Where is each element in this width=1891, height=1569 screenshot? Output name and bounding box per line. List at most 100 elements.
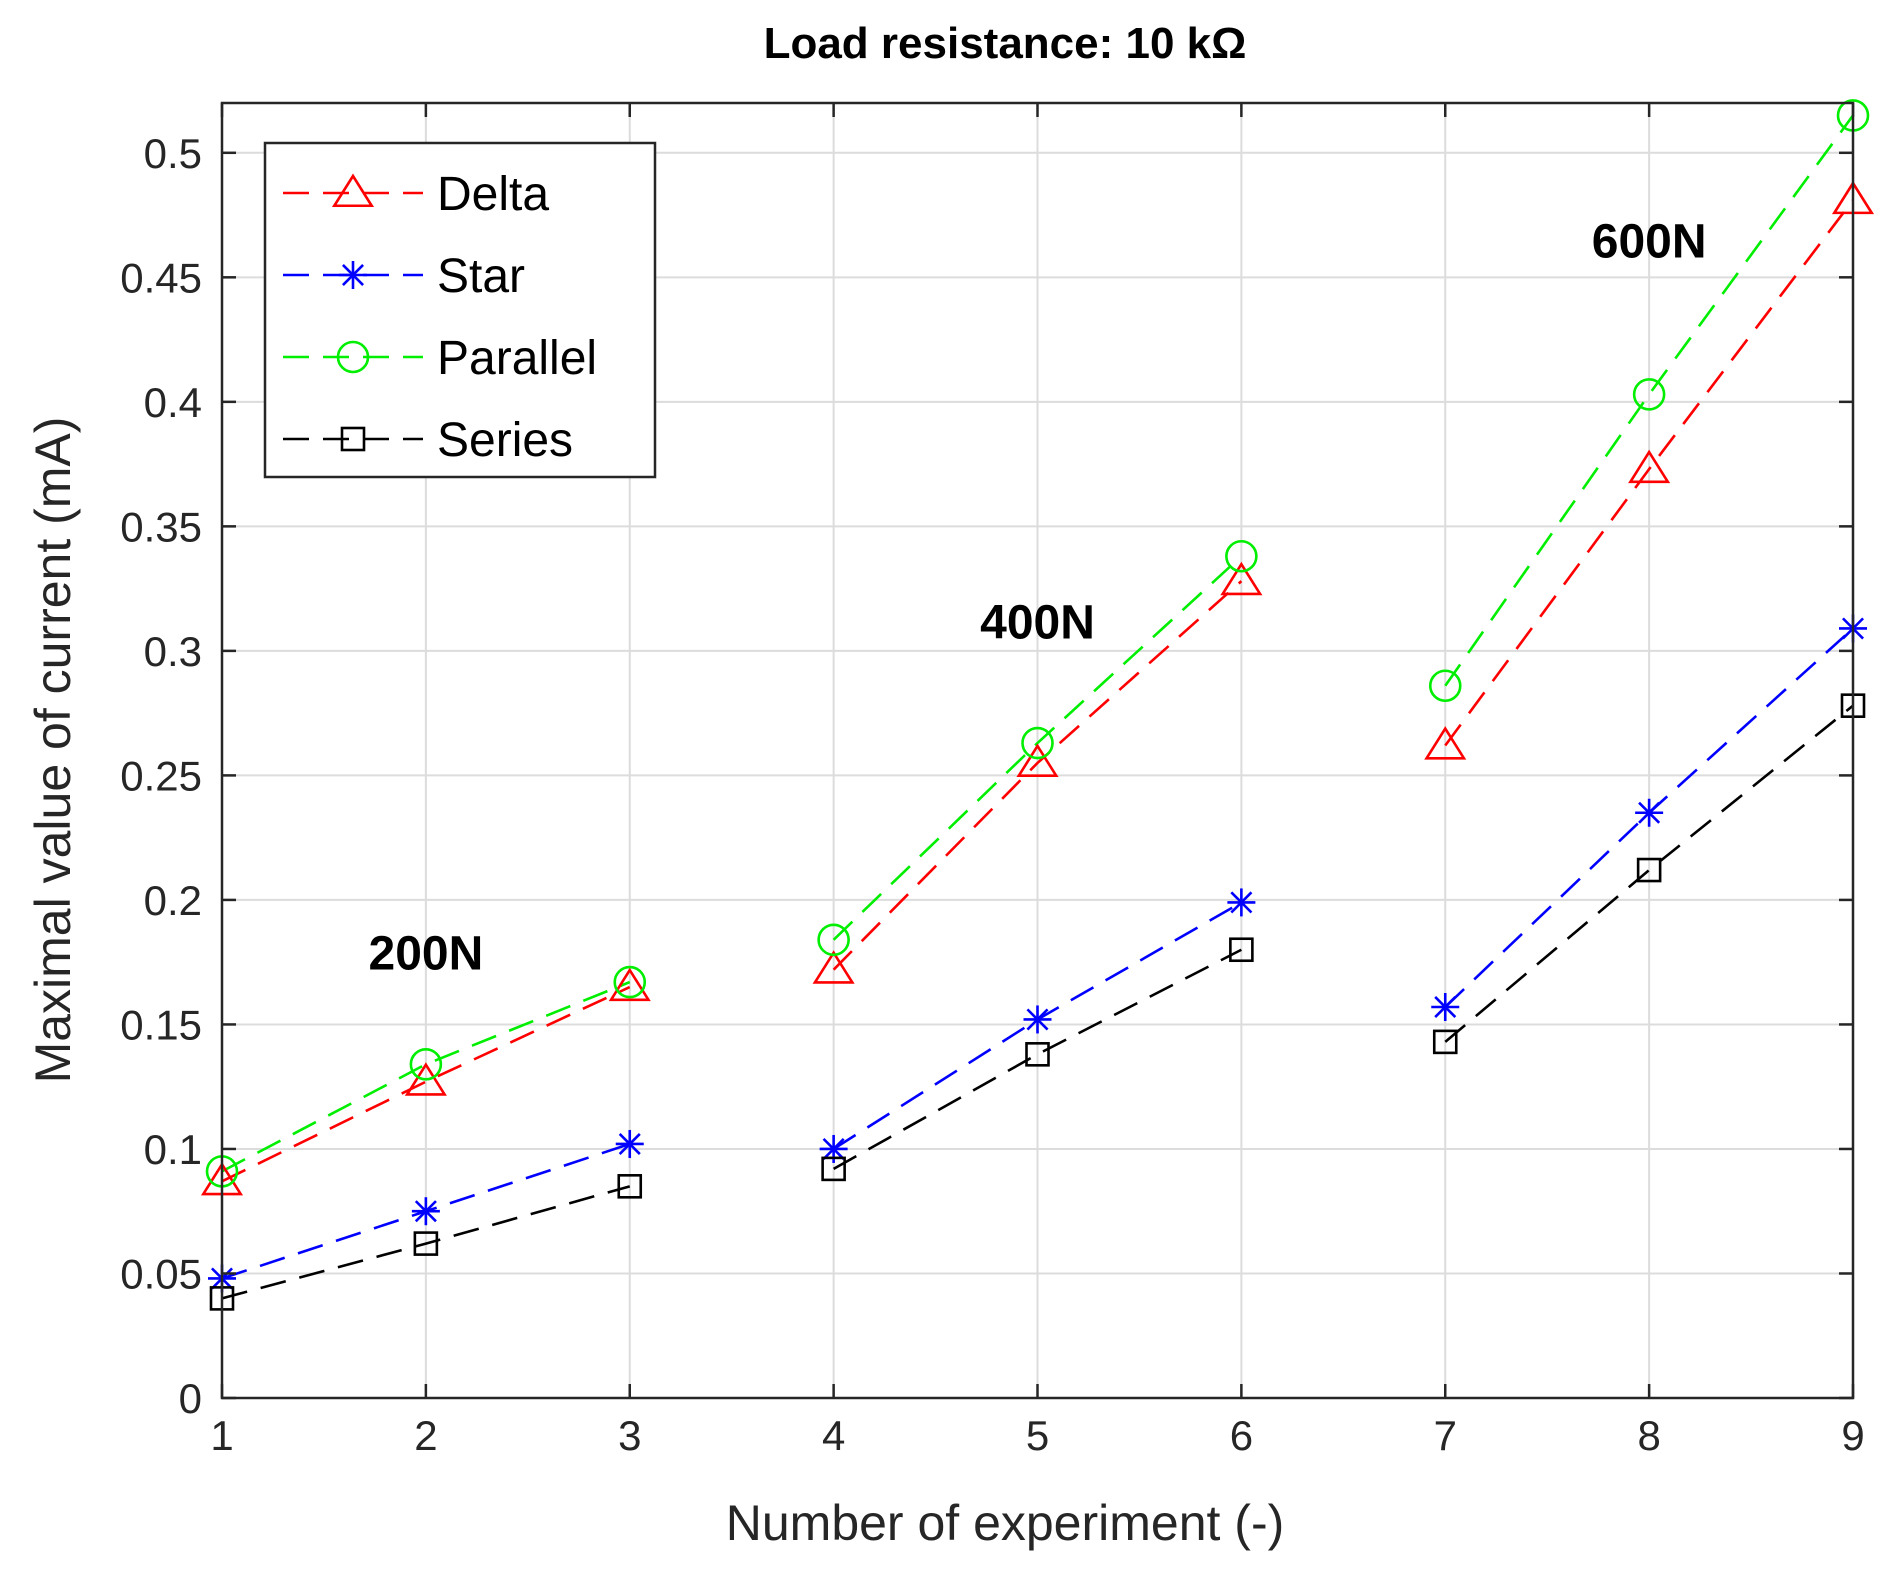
legend-entry-parallel: Parallel xyxy=(283,332,597,385)
markers-parallel xyxy=(205,99,1870,1188)
x-tick-label: 5 xyxy=(1026,1412,1049,1459)
point-series-shape xyxy=(1025,1042,1050,1067)
x-tick-label: 1 xyxy=(210,1412,233,1459)
x-tick-label: 9 xyxy=(1841,1412,1864,1459)
point-star xyxy=(819,1134,848,1163)
legend-marker-star-stroke xyxy=(342,264,364,286)
point-star-stroke xyxy=(822,1137,845,1160)
legend-marker-parallel xyxy=(336,340,370,374)
point-delta-shape xyxy=(1220,561,1263,596)
x-tick-label: 3 xyxy=(618,1412,641,1459)
y-tick-label: 0.5 xyxy=(144,130,202,177)
legend-marker-delta xyxy=(331,173,375,208)
point-series xyxy=(821,1156,846,1182)
series-line-delta xyxy=(1444,199,1855,747)
annotation-600n: 600N xyxy=(1592,215,1707,268)
x-tick-label: 8 xyxy=(1637,1412,1660,1459)
y-tick-label: 0.15 xyxy=(120,1001,202,1048)
y-tick-label: 0.4 xyxy=(144,379,202,426)
series-line-delta xyxy=(221,985,631,1183)
point-parallel xyxy=(613,965,647,999)
point-series xyxy=(617,1174,643,1199)
legend-label-parallel: Parallel xyxy=(437,332,597,385)
point-series xyxy=(413,1231,439,1256)
point-parallel xyxy=(409,1047,443,1081)
point-series-shape xyxy=(1636,857,1662,883)
legend-marker-parallel-shape xyxy=(336,340,370,374)
y-tick-label: 0 xyxy=(179,1375,202,1422)
point-parallel-shape xyxy=(1225,539,1258,573)
axis-ticks: 1 2 3 4 5 6 7 8 9 0 0.05 0.1 0.15 0.2 0.25 0.3 0.35 0.4 0.… xyxy=(120,103,1865,1459)
y-tick-label: 0.35 xyxy=(120,503,202,550)
annotation-400n: 400N xyxy=(980,596,1095,649)
point-delta xyxy=(404,1062,447,1096)
point-series xyxy=(1636,857,1662,883)
point-star-stroke xyxy=(1230,891,1253,914)
y-tick-label: 0.45 xyxy=(120,254,202,301)
series-delta xyxy=(221,199,1855,1183)
point-delta xyxy=(1628,449,1671,484)
point-parallel-shape xyxy=(409,1047,443,1081)
chart-title: Load resistance: 10 kΩ xyxy=(764,19,1247,68)
legend-entry-series: Series xyxy=(283,414,573,467)
point-delta xyxy=(1220,561,1263,596)
point-star xyxy=(411,1197,440,1226)
point-series-shape xyxy=(1432,1029,1458,1055)
point-delta-shape xyxy=(404,1062,447,1096)
point-parallel xyxy=(1021,726,1054,760)
legend-entry-star: Star xyxy=(283,250,525,303)
series-line-parallel xyxy=(221,980,631,1173)
point-delta xyxy=(1016,743,1059,778)
legend-marker-delta-shape xyxy=(331,173,375,208)
point-star xyxy=(1431,993,1460,1022)
x-tick-label: 2 xyxy=(414,1412,437,1459)
series-series xyxy=(221,704,1854,1300)
point-series-shape xyxy=(821,1156,846,1182)
point-star-stroke xyxy=(1434,996,1457,1019)
legend-entry-delta: Delta xyxy=(283,168,549,221)
point-parallel-shape xyxy=(817,923,850,957)
point-series-shape xyxy=(413,1231,439,1256)
series-parallel xyxy=(221,114,1855,1173)
series-line-delta xyxy=(832,580,1243,971)
x-tick-label: 6 xyxy=(1230,1412,1253,1459)
point-star-stroke xyxy=(618,1132,641,1155)
point-star xyxy=(1023,1005,1052,1034)
y-axis-label: Maximal value of current (mA) xyxy=(25,417,81,1084)
point-series-shape xyxy=(1229,937,1254,963)
point-parallel xyxy=(1428,669,1462,703)
point-star-stroke xyxy=(414,1200,437,1223)
point-star xyxy=(1227,888,1256,917)
point-delta xyxy=(812,950,855,984)
y-tick-label: 0.2 xyxy=(144,877,202,924)
legend-label-star: Star xyxy=(437,250,525,303)
point-parallel-shape xyxy=(1632,378,1666,411)
series-line-series xyxy=(221,1185,631,1300)
point-parallel-shape xyxy=(1021,726,1054,760)
point-star-stroke xyxy=(1026,1008,1049,1031)
series-line-parallel xyxy=(832,555,1243,941)
point-delta-shape xyxy=(1016,743,1059,778)
point-series xyxy=(1432,1029,1458,1055)
x-tick-label: 4 xyxy=(822,1412,845,1459)
legend-marker-series xyxy=(340,426,366,452)
point-series xyxy=(1025,1042,1050,1067)
x-axis-label: Number of experiment (-) xyxy=(726,1495,1285,1551)
series-line-parallel xyxy=(1444,114,1855,687)
annotations: 200N 400N 600N xyxy=(369,215,1707,980)
point-delta-shape xyxy=(1628,449,1671,484)
legend-marker-star xyxy=(339,261,367,289)
point-parallel xyxy=(1225,539,1258,573)
point-delta xyxy=(1424,726,1467,760)
point-star xyxy=(615,1129,644,1158)
legend-box xyxy=(263,141,657,479)
point-delta xyxy=(608,967,651,1002)
point-delta-shape xyxy=(1424,726,1467,760)
point-star xyxy=(1635,798,1664,827)
annotation-200n: 200N xyxy=(369,928,484,981)
legend-label-series: Series xyxy=(437,414,573,467)
point-series xyxy=(1229,937,1254,963)
point-star-stroke xyxy=(1638,801,1661,824)
legend-label-delta: Delta xyxy=(437,168,549,221)
point-parallel-shape xyxy=(613,965,647,999)
